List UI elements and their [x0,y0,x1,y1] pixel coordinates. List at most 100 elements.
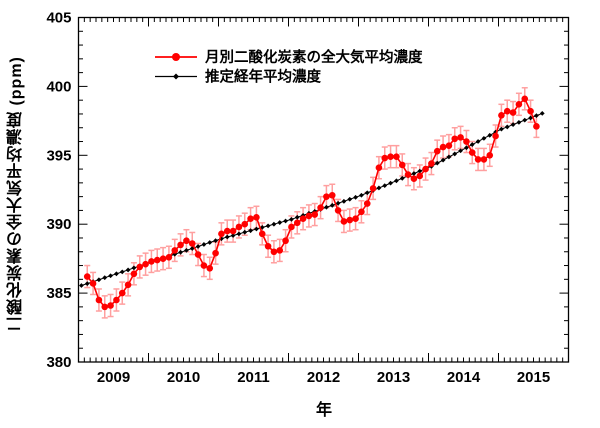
trend-marker [259,224,265,230]
monthly-marker [398,161,406,169]
monthly-marker [480,156,488,163]
monthly-marker [474,156,482,163]
trend-marker [417,168,423,174]
trend-marker [504,124,510,130]
plot-frame [77,16,570,363]
trend-marker [242,229,248,235]
monthly-marker [177,241,184,249]
monthly-marker [113,296,120,304]
trend-marker [353,194,358,200]
trend-marker [184,247,189,253]
monthly-marker [492,132,499,140]
trend-marker [283,218,288,224]
monthly-marker [358,208,365,216]
monthly-marker [311,211,319,218]
monthly-marker [521,95,529,103]
monthly-marker [515,101,523,108]
monthly-marker [124,281,132,289]
monthly-marker [463,138,470,145]
monthly-marker [206,264,214,272]
monthly-marker [533,123,540,130]
trend-marker [452,151,458,157]
trend-marker [440,157,446,163]
trend-marker [236,231,242,237]
trend-marker [475,139,481,144]
y-tick-label: 385 [46,285,71,302]
trend-marker [102,275,108,281]
monthly-marker [445,142,453,149]
trend-marker [341,198,347,204]
monthly-marker [457,134,464,141]
monthly-marker [363,200,371,207]
legend-marker-monthly [172,53,180,61]
trend-marker [195,244,201,249]
monthly-marker [107,302,114,309]
trend-marker [324,204,329,210]
y-tick-label: 380 [46,354,71,371]
y-axis-title: 二酸化炭素の全大気平均濃度 (ppm) [8,56,25,332]
trend-marker [277,220,283,225]
monthly-marker [404,171,412,178]
trend-marker [84,281,90,286]
trend-marker [388,180,393,186]
monthly-marker [439,143,447,151]
monthly-marker [212,249,219,257]
legend-label-monthly: 月別二酸化炭素の全大気平均濃度 [204,48,423,66]
trend-marker [528,115,533,121]
monthly-marker [422,165,429,173]
monthly-marker [130,270,138,278]
y-tick-label: 395 [46,147,71,164]
monthly-marker [381,154,389,162]
monthly-marker [118,289,126,297]
monthly-marker [468,149,476,156]
trend-marker [213,238,218,243]
monthly-marker [142,260,149,268]
trend-marker [189,246,195,251]
monthly-marker [486,152,494,159]
monthly-marker [293,219,301,227]
monthly-marker [288,223,295,231]
x-tick-label: 2012 [307,369,340,386]
monthly-marker [264,242,272,250]
trend-marker [125,267,131,273]
monthly-marker [188,240,196,247]
monthly-marker [247,215,254,222]
trend-marker [289,216,294,222]
trend-marker [539,111,545,116]
trend-marker [114,271,119,277]
trend-marker [499,126,504,132]
y-tick-label: 390 [46,216,71,233]
trend-marker [434,160,440,166]
trend-marker [458,148,463,154]
trend-marker [224,234,230,240]
monthly-marker [416,172,424,180]
trend-marker [382,183,388,189]
trend-marker [219,236,224,242]
monthly-marker [235,223,243,231]
monthly-marker [241,220,249,228]
x-tick-label: 2015 [517,369,550,386]
y-tick-label: 400 [46,78,71,95]
monthly-marker [346,216,354,224]
monthly-marker [305,212,313,220]
trend-marker [516,119,522,125]
monthly-marker [299,215,307,222]
monthly-marker [258,230,266,238]
monthly-marker [282,237,289,245]
monthly-marker [218,230,225,238]
monthly-marker [451,135,459,143]
monthly-marker [200,262,208,269]
trend-marker [230,233,236,238]
monthly-marker [323,193,330,200]
trend-marker [201,242,207,247]
monthly-marker [148,258,155,265]
monthly-marker [83,273,91,280]
x-tick-label: 2013 [377,369,410,386]
trend-marker [248,228,253,234]
trend-marker [254,226,259,232]
trend-marker [79,283,84,288]
monthly-marker [270,248,278,256]
trend-marker [399,175,405,181]
